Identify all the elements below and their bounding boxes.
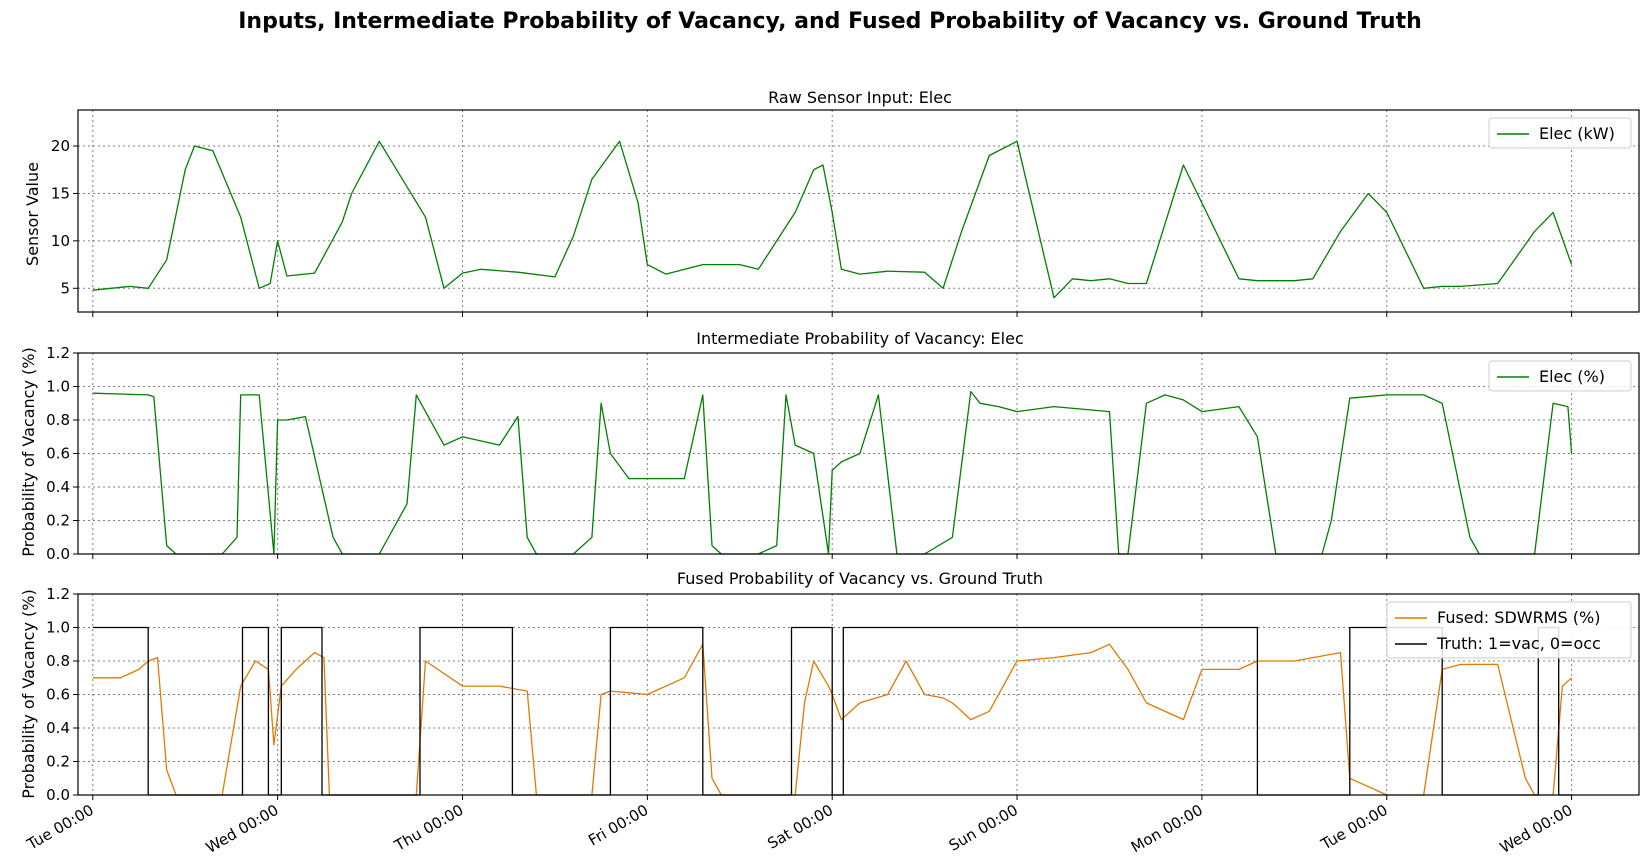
x-ticks: Tue 00:00 Wed 00:00 Thu 00:00 Fri 00:00 Sat …	[23, 795, 1576, 857]
y-tick-label: 0.4	[46, 719, 70, 737]
x-tick-label: Tue 00:00	[23, 801, 97, 854]
grid	[78, 110, 1639, 312]
x-ticks	[92, 554, 1573, 559]
panel-title: Intermediate Probability of Vacancy: Ele…	[696, 329, 1024, 348]
legend-label: Fused: SDWRMS (%)	[1437, 608, 1600, 627]
y-tick-label: 0.6	[46, 445, 70, 463]
y-axis-label: Probability of Vacancy (%)	[19, 347, 38, 556]
panel-fused-vs-truth: Fused Probability of Vacancy vs. Ground …	[19, 569, 1640, 857]
y-tick-label: 0.2	[46, 753, 70, 771]
y-tick-label: 10	[51, 232, 70, 250]
legend-label: Elec (kW)	[1539, 124, 1615, 143]
x-tick-label: Tue 00:00	[1317, 801, 1391, 854]
x-tick-label: Sat 00:00	[764, 801, 836, 853]
y-axis-label: Probability of Vacancy (%)	[19, 589, 38, 798]
y-tick-label: 0.0	[46, 786, 70, 804]
y-tick-label: 0.2	[46, 512, 70, 530]
y-tick-label: 20	[51, 137, 70, 155]
legend: Elec (kW)	[1488, 117, 1632, 149]
y-tick-label: 1.2	[46, 344, 70, 362]
y-tick-label: 0.0	[46, 545, 70, 563]
x-tick-label: Mon 00:00	[1128, 801, 1206, 856]
figure-title: Inputs, Intermediate Probability of Vaca…	[238, 9, 1422, 34]
y-tick-label: 0.8	[46, 411, 70, 429]
series-line-primary	[92, 140, 1573, 299]
panel-intermediate-probability: Intermediate Probability of Vacancy: Ele…	[19, 329, 1640, 563]
legend-frame	[1488, 360, 1632, 392]
panel-title: Raw Sensor Input: Elec	[768, 88, 952, 107]
x-tick-label: Wed 00:00	[203, 801, 282, 857]
series-layer	[92, 626, 1573, 796]
legend: Fused: SDWRMS (%) Truth: 1=vac, 0=occ	[1386, 601, 1632, 659]
panel-raw-sensor: Raw Sensor Input: Elec Sensor Value 5 10 1…	[23, 88, 1640, 317]
legend: Elec (%)	[1488, 360, 1632, 392]
y-tick-label: 1.2	[46, 585, 70, 603]
y-ticks: 5 10 15 20	[51, 137, 78, 297]
series-line-primary	[92, 643, 1573, 796]
series-layer	[92, 140, 1573, 299]
legend-frame	[1386, 601, 1632, 659]
x-ticks	[92, 312, 1573, 317]
x-tick-label: Thu 00:00	[391, 801, 467, 855]
axes-frame	[77, 109, 1640, 313]
y-ticks: 0.0 0.2 0.4 0.6 0.8 1.0 1.2	[46, 585, 78, 804]
legend-label: Elec (%)	[1539, 367, 1605, 386]
x-tick-label: Wed 00:00	[1497, 801, 1576, 857]
x-tick-label: Sun 00:00	[946, 801, 1021, 855]
y-tick-label: 5	[60, 279, 70, 297]
y-tick-label: 0.8	[46, 652, 70, 670]
y-tick-label: 15	[51, 184, 70, 202]
y-ticks: 0.0 0.2 0.4 0.6 0.8 1.0 1.2	[46, 344, 78, 563]
legend-frame	[1488, 117, 1632, 149]
y-axis-label: Sensor Value	[23, 162, 42, 266]
y-tick-label: 0.6	[46, 686, 70, 704]
legend-label: Truth: 1=vac, 0=occ	[1436, 634, 1601, 653]
y-tick-label: 1.0	[46, 619, 70, 637]
x-tick-label: Fri 00:00	[585, 801, 651, 850]
panel-title: Fused Probability of Vacancy vs. Ground …	[677, 569, 1043, 588]
y-tick-label: 1.0	[46, 378, 70, 396]
y-tick-label: 0.4	[46, 478, 70, 496]
